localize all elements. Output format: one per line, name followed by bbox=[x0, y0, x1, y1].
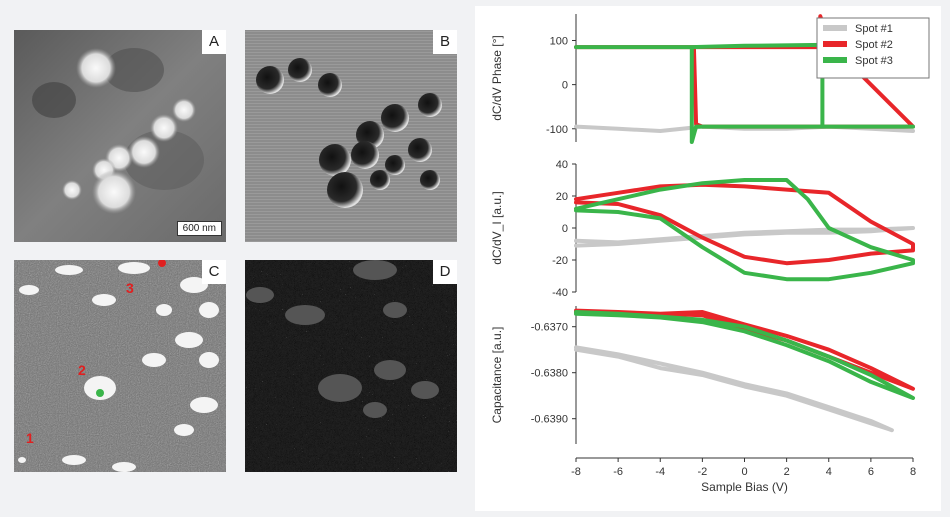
y-tick-label: -100 bbox=[546, 124, 568, 136]
y-tick-label: -40 bbox=[552, 287, 568, 299]
legend-entry: Spot #3 bbox=[855, 55, 893, 67]
y-axis-label: Capacitance [a.u.] bbox=[490, 327, 504, 424]
x-tick-label: 0 bbox=[741, 466, 747, 478]
y-tick-label: 40 bbox=[556, 159, 568, 171]
legend-entry: Spot #1 bbox=[855, 23, 893, 35]
y-tick-label: 0 bbox=[562, 80, 568, 92]
chart-svg: 100 0 -100 dC/dV Phase [°] Spot #1 Spot #2 Spo… bbox=[490, 14, 930, 494]
image-b-surface: B bbox=[245, 30, 457, 242]
x-tick-label: -4 bbox=[655, 466, 665, 478]
image-a-picture bbox=[14, 30, 226, 242]
image-b-picture bbox=[245, 30, 457, 242]
chart-panel: 100 0 -100 dC/dV Phase [°] Spot #1 Spot #2 Spo… bbox=[475, 6, 941, 511]
y-tick-label: -0.6390 bbox=[531, 414, 568, 426]
x-tick-label: -2 bbox=[697, 466, 707, 478]
x-tick-label: 8 bbox=[910, 466, 916, 478]
y-axis-label: dC/dV Phase [°] bbox=[490, 35, 504, 121]
image-d-phase-map: D bbox=[245, 260, 457, 472]
image-d-picture bbox=[245, 260, 457, 472]
series-line-3 bbox=[574, 42, 915, 144]
x-tick-label: 2 bbox=[784, 466, 790, 478]
y-tick-label: -20 bbox=[552, 255, 568, 267]
spot-label-2: 2 bbox=[78, 362, 86, 378]
image-c-picture bbox=[14, 260, 226, 472]
y-tick-label: 20 bbox=[556, 191, 568, 203]
image-tag: B bbox=[433, 30, 457, 54]
series-line-3 bbox=[574, 178, 915, 282]
microscopy-panel: A 600 nm bbox=[14, 30, 457, 472]
y-tick-label: 0 bbox=[562, 223, 568, 235]
y-axis-label: dC/dV_I [a.u.] bbox=[490, 191, 504, 264]
spot-label-3: 3 bbox=[126, 280, 134, 296]
scale-bar-label: 600 nm bbox=[176, 221, 222, 236]
image-tag: D bbox=[433, 260, 457, 284]
image-c-map: C 3 2 1 bbox=[14, 260, 226, 472]
series-line-1 bbox=[574, 345, 894, 433]
legend-entry: Spot #2 bbox=[855, 39, 893, 51]
series-line-2 bbox=[574, 308, 915, 391]
image-tag: A bbox=[202, 30, 226, 54]
x-tick-label: 6 bbox=[868, 466, 874, 478]
image-a-topography: A 600 nm bbox=[14, 30, 226, 242]
x-axis-label: Sample Bias (V) bbox=[701, 480, 788, 494]
x-tick-label: -6 bbox=[613, 466, 623, 478]
x-tick-label: 4 bbox=[826, 466, 832, 478]
x-tick-label: -8 bbox=[571, 466, 581, 478]
y-tick-label: -0.6380 bbox=[531, 368, 568, 380]
image-tag: C bbox=[202, 260, 226, 284]
y-tick-label: 100 bbox=[550, 35, 568, 47]
y-tick-label: -0.6370 bbox=[531, 322, 568, 334]
series-line-3 bbox=[574, 310, 915, 400]
spot-label-1: 1 bbox=[26, 430, 34, 446]
